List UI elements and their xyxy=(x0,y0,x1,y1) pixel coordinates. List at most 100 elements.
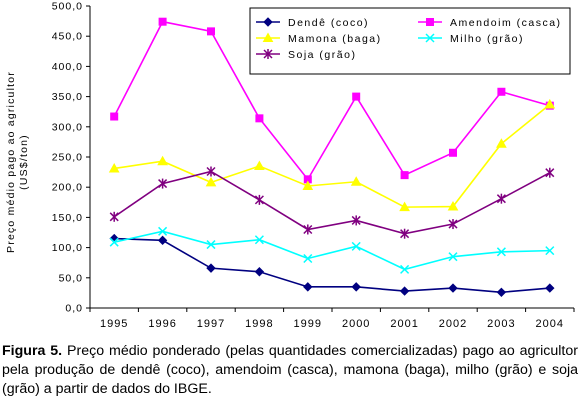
marker-stroke xyxy=(303,253,313,264)
marker-stroke xyxy=(496,247,506,257)
data-point xyxy=(254,235,264,245)
data-point xyxy=(254,194,264,205)
legend-label: Soja (grão) xyxy=(288,49,356,61)
data-point xyxy=(496,287,507,298)
y-axis-title-line2: (US$/ton) xyxy=(18,134,30,190)
x-tick-label: 1997 xyxy=(197,318,225,330)
marker-stroke xyxy=(400,264,410,274)
marker-stroke xyxy=(351,241,361,251)
legend-marker xyxy=(262,32,274,42)
data-point xyxy=(544,98,556,109)
data-point xyxy=(448,283,458,293)
data-point xyxy=(351,282,361,292)
data-point xyxy=(109,237,119,247)
data-point xyxy=(545,283,555,293)
y-axis-title: Preço médio pago ao agricultor (US$/ton) xyxy=(5,71,30,253)
x-tick-label: 1995 xyxy=(100,318,128,330)
caption-text: Preço médio ponderado (pelas quantidades… xyxy=(2,343,578,397)
x-tick-label: 1998 xyxy=(245,318,273,330)
data-point xyxy=(158,17,167,26)
x-tick-label: 2002 xyxy=(439,318,467,330)
chart-svg: Preço médio pago ao agricultor (US$/ton)… xyxy=(5,1,575,330)
data-point xyxy=(447,201,459,211)
legend-item: Amendoim (casca) xyxy=(418,17,562,29)
legend-marker xyxy=(425,33,435,43)
marker-stroke xyxy=(206,240,216,250)
data-point xyxy=(449,148,457,157)
marker-stroke xyxy=(254,235,264,245)
data-point xyxy=(399,201,410,212)
y-tick-label: 350,0 xyxy=(52,91,83,103)
series-triangle xyxy=(108,98,556,212)
y-tick-label: 100,0 xyxy=(52,242,83,254)
series-square xyxy=(110,17,554,184)
marker-stroke xyxy=(448,252,458,262)
marker-stroke xyxy=(545,246,555,256)
legend-item: Mamona (baga) xyxy=(256,32,382,45)
x-tick-label: 2000 xyxy=(342,318,370,330)
data-point xyxy=(110,112,119,121)
data-point xyxy=(206,166,216,177)
y-tick-label: 50,0 xyxy=(59,272,83,284)
price-line-chart: Preço médio pago ao agricultor (US$/ton)… xyxy=(5,1,575,330)
legend-item: Dendê (coco) xyxy=(256,17,368,29)
data-point xyxy=(207,27,215,36)
legend-box xyxy=(249,7,571,75)
y-tick-label: 500,0 xyxy=(52,1,83,13)
series-layer xyxy=(108,17,556,298)
data-point xyxy=(399,286,410,296)
x-ticks: 1995 1996 1997 1998 1999 2000 2001 2002 2003 2004 xyxy=(89,308,575,330)
marker-stroke xyxy=(425,33,435,43)
data-point xyxy=(158,178,168,189)
y-tick-label: 300,0 xyxy=(52,121,83,133)
data-point xyxy=(206,263,216,273)
data-point xyxy=(254,267,265,277)
y-tick-label: 150,0 xyxy=(52,212,83,224)
marker-stroke xyxy=(109,237,119,247)
data-point xyxy=(255,114,264,123)
data-point xyxy=(400,264,410,274)
series-line xyxy=(113,170,551,235)
data-point xyxy=(302,180,314,190)
data-point xyxy=(303,253,313,264)
data-point xyxy=(545,167,555,178)
marker-stroke xyxy=(158,226,168,236)
y-tick-label: 400,0 xyxy=(52,61,83,73)
series-star xyxy=(109,166,555,239)
data-point xyxy=(400,171,409,180)
data-point xyxy=(254,160,265,171)
data-point xyxy=(303,224,313,235)
x-tick-label: 2001 xyxy=(390,318,418,330)
data-point xyxy=(206,240,216,250)
legend-item: Milho (grão) xyxy=(418,33,524,45)
data-point xyxy=(496,193,506,204)
legend-label: Mamona (baga) xyxy=(288,33,382,45)
y-ticks: 0,0 50,0 100,0 150,0 200,0 250,0 300,0 350,0 400… xyxy=(52,1,90,315)
legend-label: Milho (grão) xyxy=(450,33,524,45)
x-tick-label: 2003 xyxy=(487,318,515,330)
series-diamond xyxy=(109,233,555,298)
data-point xyxy=(400,228,410,239)
data-point xyxy=(108,162,120,173)
data-point xyxy=(158,226,168,236)
data-point xyxy=(496,247,506,257)
series-line xyxy=(113,20,551,181)
data-point xyxy=(350,176,362,186)
y-tick-label: 450,0 xyxy=(52,31,83,43)
series-line xyxy=(114,230,550,271)
data-point xyxy=(109,211,119,222)
data-point xyxy=(352,92,361,101)
figure-caption: Figura 5. Preço médio ponderado (pelas q… xyxy=(2,342,578,399)
data-point xyxy=(157,155,168,166)
legend-label: Amendoim (casca) xyxy=(450,17,562,29)
caption-label: Figura 5. xyxy=(2,343,63,359)
data-point xyxy=(448,219,458,230)
x-tick-label: 1996 xyxy=(148,318,176,330)
data-point xyxy=(205,176,217,187)
y-tick-label: 250,0 xyxy=(52,152,83,164)
x-tick-label: 2004 xyxy=(536,318,564,330)
data-point xyxy=(448,252,458,262)
legend-item: Soja (grão) xyxy=(256,49,356,61)
data-point xyxy=(351,215,361,226)
series-line xyxy=(114,103,551,208)
